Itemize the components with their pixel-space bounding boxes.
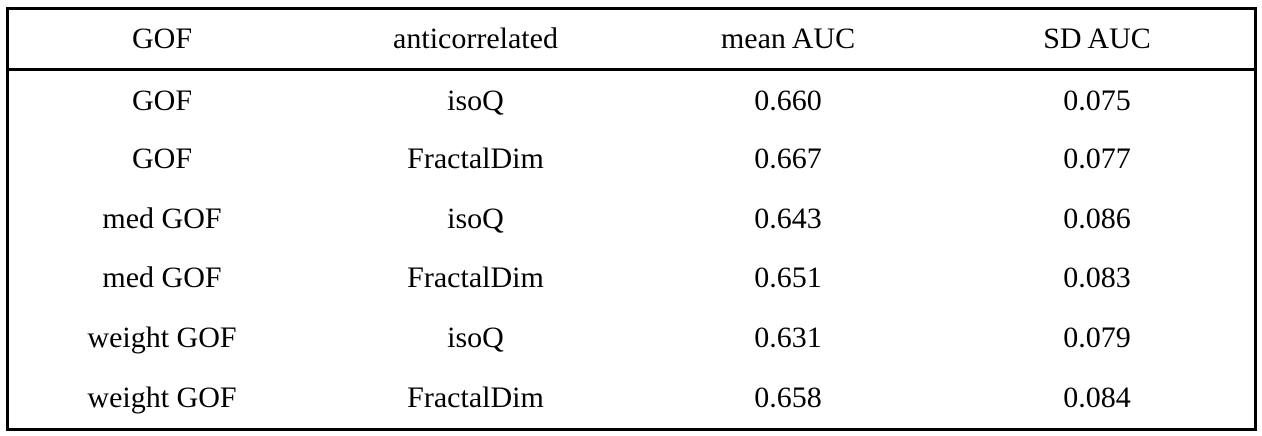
cell-gof: GOF bbox=[131, 141, 192, 175]
cell-anticorrelated: isoQ bbox=[447, 201, 504, 235]
header-anticorrelated: anticorrelated bbox=[315, 10, 636, 71]
header-gof: GOF bbox=[9, 10, 315, 71]
table-row: GOF FractalDim 0.667 0.077 bbox=[9, 129, 1254, 189]
header-mean-auc: mean AUC bbox=[636, 10, 940, 71]
cell-sd-auc: 0.086 bbox=[1063, 201, 1131, 235]
cell-sd-auc: 0.079 bbox=[1063, 321, 1131, 355]
cell-sd-auc: 0.084 bbox=[1063, 381, 1131, 415]
cell-anticorrelated: FractalDim bbox=[407, 381, 544, 415]
table-row: weight GOF isoQ 0.631 0.079 bbox=[9, 308, 1254, 368]
cell-sd-auc: 0.075 bbox=[1063, 83, 1131, 117]
cell-gof: med GOF bbox=[102, 261, 222, 295]
header-sd-auc: SD AUC bbox=[940, 10, 1254, 71]
cell-mean-auc: 0.658 bbox=[754, 381, 822, 415]
cell-anticorrelated: isoQ bbox=[447, 83, 504, 117]
results-table: GOF anticorrelated mean AUC SD AUC GOF i… bbox=[9, 10, 1254, 428]
table-row: med GOF FractalDim 0.651 0.083 bbox=[9, 248, 1254, 308]
cell-mean-auc: 0.631 bbox=[754, 321, 822, 355]
cell-sd-auc: 0.077 bbox=[1063, 141, 1131, 175]
cell-mean-auc: 0.643 bbox=[754, 201, 822, 235]
cell-gof: weight GOF bbox=[87, 321, 237, 355]
cell-mean-auc: 0.660 bbox=[754, 83, 822, 117]
cell-gof: GOF bbox=[131, 83, 192, 117]
cell-mean-auc: 0.651 bbox=[754, 261, 822, 295]
cell-anticorrelated: FractalDim bbox=[407, 261, 544, 295]
cell-anticorrelated: isoQ bbox=[447, 321, 504, 355]
cell-anticorrelated: FractalDim bbox=[407, 141, 544, 175]
table-row: med GOF isoQ 0.643 0.086 bbox=[9, 189, 1254, 249]
cell-gof: weight GOF bbox=[87, 381, 237, 415]
table-row: GOF isoQ 0.660 0.075 bbox=[9, 69, 1254, 129]
cell-gof: med GOF bbox=[102, 201, 222, 235]
table-header-row: GOF anticorrelated mean AUC SD AUC bbox=[9, 10, 1254, 71]
table-row: weight GOF FractalDim 0.658 0.084 bbox=[9, 368, 1254, 428]
cell-mean-auc: 0.667 bbox=[754, 141, 822, 175]
cell-sd-auc: 0.083 bbox=[1063, 261, 1131, 295]
results-table-frame: GOF anticorrelated mean AUC SD AUC GOF i… bbox=[6, 7, 1257, 431]
